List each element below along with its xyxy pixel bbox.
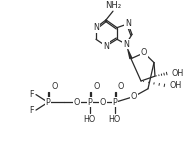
Text: O: O bbox=[74, 98, 80, 107]
Text: OH: OH bbox=[171, 69, 183, 78]
Text: O: O bbox=[51, 82, 57, 91]
Text: N: N bbox=[93, 23, 99, 32]
Text: O: O bbox=[141, 48, 147, 57]
Text: P: P bbox=[88, 98, 92, 107]
Text: N: N bbox=[103, 42, 109, 51]
Text: NH₂: NH₂ bbox=[105, 1, 121, 10]
Text: N: N bbox=[123, 40, 129, 49]
Text: O: O bbox=[118, 82, 124, 91]
Text: O: O bbox=[131, 92, 137, 101]
Polygon shape bbox=[126, 44, 133, 59]
Text: O: O bbox=[100, 98, 106, 107]
Text: P: P bbox=[113, 98, 117, 107]
Text: O: O bbox=[93, 82, 99, 91]
Text: F: F bbox=[29, 106, 34, 115]
Text: N: N bbox=[125, 19, 131, 28]
Text: HO: HO bbox=[83, 115, 95, 124]
Text: F: F bbox=[29, 90, 34, 99]
Text: P: P bbox=[46, 98, 50, 107]
Text: OH: OH bbox=[170, 81, 182, 90]
Text: HO: HO bbox=[108, 115, 120, 124]
